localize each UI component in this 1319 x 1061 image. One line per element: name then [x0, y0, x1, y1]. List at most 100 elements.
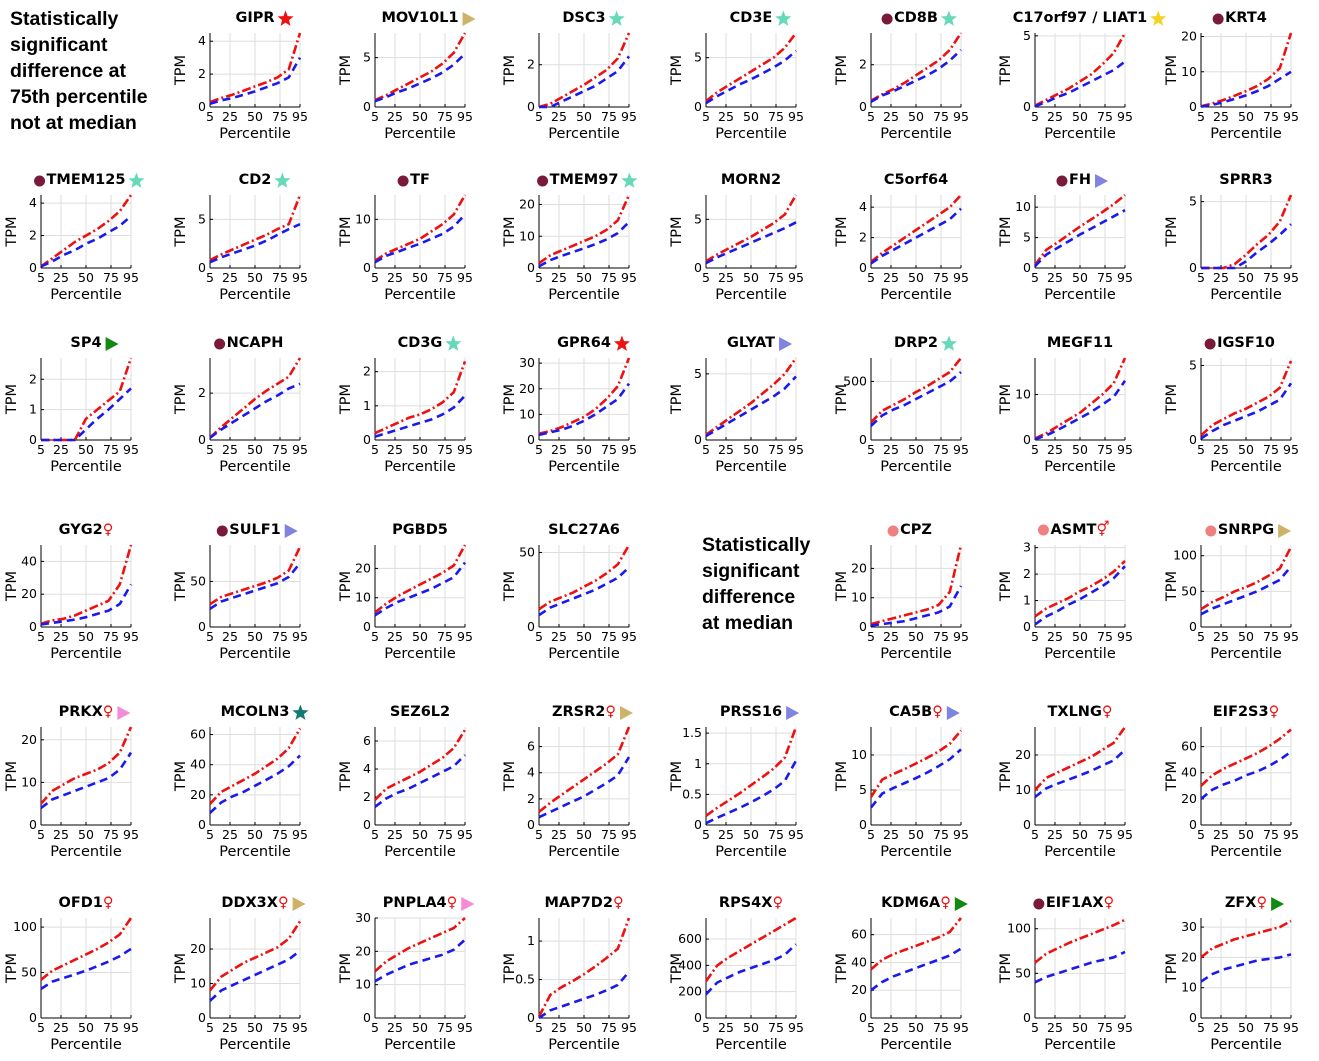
gene-name: ZRSR2 — [552, 704, 605, 720]
x-tick-label: 75 — [437, 1020, 453, 1035]
y-tick-label: 1.5 — [682, 725, 702, 740]
y-axis-label: TPM — [669, 55, 685, 86]
dark-dot-marker — [34, 175, 46, 187]
x-axis-label: Percentile — [219, 287, 291, 303]
chart-title: EIF1AX♀ — [1046, 895, 1114, 911]
y-tick-label: 0 — [1189, 260, 1197, 275]
x-tick-label: 25 — [551, 629, 567, 644]
x-tick-label: 75 — [1097, 270, 1113, 285]
gene-name: PRSS16 — [720, 704, 782, 720]
x-axis-label: Percentile — [384, 126, 456, 142]
pink-dot-marker — [1205, 525, 1217, 537]
x-tick-label: 5 — [37, 1020, 45, 1035]
x-tick-label: 50 — [908, 270, 924, 285]
y-axis-label: TPM — [502, 384, 518, 415]
pink-dot-marker — [887, 525, 899, 537]
y-axis-label: TPM — [998, 953, 1014, 984]
y-tick-label: 20 — [519, 197, 535, 212]
x-tick-label: 75 — [601, 109, 617, 124]
y-axis-label: TPM — [173, 761, 189, 792]
y-tick-label: 0 — [694, 260, 702, 275]
series-line-blue — [209, 949, 301, 1002]
x-tick-label: 25 — [53, 1020, 69, 1035]
y-tick-label: 0 — [198, 619, 206, 634]
x-tick-label: 75 — [272, 109, 288, 124]
x-axis-label: Percentile — [1210, 1037, 1282, 1053]
x-tick-label: 25 — [1047, 270, 1063, 285]
x-tick-label: 75 — [933, 270, 949, 285]
gene-name: CPZ — [900, 522, 932, 538]
series-line-blue — [209, 562, 302, 610]
x-tick-label: 5 — [1031, 109, 1039, 124]
gene-name: SP4 — [70, 335, 101, 351]
x-tick-label: 95 — [953, 270, 969, 285]
x-axis-label: Percentile — [384, 459, 456, 475]
y-tick-label: 0 — [527, 619, 535, 634]
x-tick-label: 25 — [551, 270, 567, 285]
triangle-icon — [954, 897, 968, 911]
x-tick-label: 75 — [601, 442, 617, 457]
chart-title: MOV10L1 — [381, 10, 458, 26]
series-line-red — [870, 917, 963, 971]
triangle-icon — [117, 706, 131, 720]
chart-panel-ofd1: 5 25 50 75 95 0 50 100 Percentile TPM OFD1♀ — [4, 895, 139, 1053]
gene-name: C5orf64 — [884, 172, 948, 188]
y-tick-label: 1 — [1023, 593, 1031, 608]
male-female-symbol: ⚥ — [1096, 520, 1109, 538]
gene-name: MCOLN3 — [221, 704, 290, 720]
y-tick-label: 0 — [859, 432, 867, 447]
triangle-icon — [105, 337, 119, 351]
x-tick-label: 75 — [103, 270, 119, 285]
x-tick-label: 75 — [768, 827, 784, 842]
x-tick-label: 75 — [768, 109, 784, 124]
y-axis-label: TPM — [998, 384, 1014, 415]
y-tick-label: 0 — [1023, 1010, 1031, 1025]
x-tick-label: 5 — [206, 1020, 214, 1035]
x-tick-label: 95 — [788, 1020, 804, 1035]
x-tick-label: 5 — [867, 442, 875, 457]
y-tick-label: 20 — [190, 941, 206, 956]
gene-name: SULF1 — [229, 522, 280, 538]
x-axis-label: Percentile — [880, 459, 952, 475]
x-tick-label: 75 — [601, 629, 617, 644]
x-tick-label: 95 — [621, 629, 637, 644]
x-tick-label: 5 — [535, 1020, 543, 1035]
y-tick-label: 40 — [851, 954, 867, 969]
x-tick-label: 25 — [718, 1020, 734, 1035]
x-axis-label: Percentile — [715, 287, 787, 303]
y-tick-label: 2 — [29, 228, 37, 243]
y-axis-label: TPM — [1164, 761, 1180, 792]
x-tick-label: 95 — [621, 442, 637, 457]
dark-dot-marker — [537, 175, 549, 187]
series-line-red — [1200, 32, 1293, 108]
gene-name: SLC27A6 — [548, 522, 620, 538]
x-tick-label: 50 — [576, 442, 592, 457]
x-tick-label: 25 — [1047, 442, 1063, 457]
series-line-red — [1200, 919, 1292, 959]
y-tick-label: 10 — [851, 590, 867, 605]
y-tick-label: 2 — [198, 385, 206, 400]
x-tick-label: 25 — [222, 827, 238, 842]
star-icon — [1150, 10, 1167, 26]
x-axis-label: Percentile — [384, 1037, 456, 1053]
series-line-red — [40, 917, 133, 981]
series-line-red — [870, 194, 962, 263]
y-tick-label: 0 — [29, 260, 37, 275]
y-tick-label: 20 — [21, 732, 37, 747]
x-axis-label: Percentile — [219, 844, 291, 860]
x-tick-label: 50 — [78, 827, 94, 842]
x-tick-label: 95 — [1117, 827, 1133, 842]
x-tick-label: 50 — [1072, 270, 1088, 285]
x-tick-label: 75 — [272, 270, 288, 285]
female-symbol: ♀ — [1256, 895, 1267, 911]
x-tick-label: 25 — [718, 827, 734, 842]
x-tick-label: 50 — [247, 1020, 263, 1035]
chart-title: TMEM125 — [47, 172, 126, 188]
gene-name: SEZ6L2 — [390, 704, 450, 720]
dark-dot-marker — [1056, 175, 1068, 187]
x-axis-label: Percentile — [715, 844, 787, 860]
triangle-icon — [620, 706, 634, 720]
y-tick-label: 0 — [1023, 619, 1031, 634]
